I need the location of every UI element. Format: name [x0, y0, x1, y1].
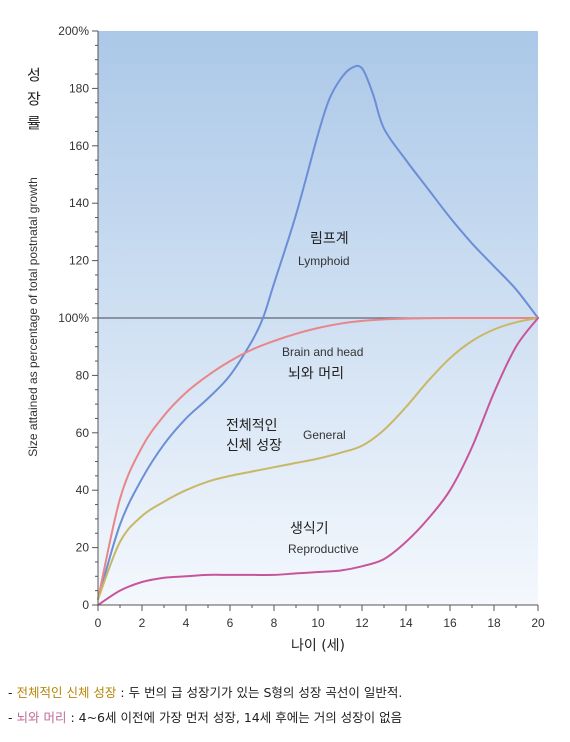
x-axis-label: 나이 (세)	[291, 638, 345, 654]
x-tick-label: 20	[531, 616, 545, 630]
x-tick-label: 18	[487, 616, 501, 630]
y-tick-label: 20	[76, 541, 90, 555]
y-axis-label-ko-3: 률	[27, 114, 41, 132]
x-tick-label: 12	[355, 616, 369, 630]
y-tick-label: 160	[69, 139, 89, 153]
y-tick-label: 120	[69, 254, 89, 268]
note-bullet: -	[8, 685, 17, 700]
note-highlight-general: 전체적인 신체 성장	[16, 685, 117, 700]
annotation-reproductive-ko: 생식기	[290, 521, 329, 537]
x-tick-label: 2	[139, 616, 146, 630]
series-line-lymphoid	[97, 64, 539, 601]
y-tick-label: 180	[69, 81, 89, 95]
note-highlight-brain: 뇌와 머리	[16, 710, 67, 725]
annotation-lymphoid-ko: 림프계	[310, 231, 349, 247]
x-tick-label: 8	[271, 616, 278, 630]
x-tick-label: 10	[311, 616, 325, 630]
y-tick-label: 80	[76, 368, 90, 382]
y-axis-label-ko-1: 성	[27, 66, 41, 84]
annotation-lymphoid-en: Lymphoid	[298, 254, 350, 268]
annotation-general-ko: 전체적인 신체 성장	[226, 418, 282, 454]
growth-chart: 0 20 40 60 80 100% 120 140 160 180 200% 0 2 4 6 8 10 12 14…	[26, 24, 545, 654]
y-axis-label-en: Size attained as percentage of total pos…	[26, 177, 40, 457]
x-tick-label: 16	[443, 616, 457, 630]
x-tick-label: 6	[227, 616, 234, 630]
note-text: : 4~6세 이전에 가장 먼저 성장, 14세 후에는 거의 성장이 없음	[66, 710, 403, 725]
y-tick-label: 60	[76, 426, 90, 440]
annotation-reproductive-en: Reproductive	[288, 542, 359, 556]
y-tick-label: 0	[82, 598, 89, 612]
note-brain: - 뇌와 머리 : 4~6세 이전에 가장 먼저 성장, 14세 후에는 거의 …	[8, 705, 564, 730]
annotation-general-en: General	[303, 428, 346, 442]
x-tick-label: 14	[399, 616, 413, 630]
x-tick-label: 4	[183, 616, 190, 630]
annotation-brain-ko: 뇌와 머리	[288, 366, 344, 382]
y-tick-label: 100%	[58, 311, 89, 325]
annotation-brain-en: Brain and head	[282, 345, 363, 359]
y-tick-label: 200%	[58, 24, 89, 38]
series-line-reproductive	[97, 317, 539, 606]
x-tick-label: 0	[95, 616, 102, 630]
y-axis-label-ko-2: 장	[27, 90, 41, 108]
y-tick-label: 40	[76, 483, 90, 497]
notes: - 전체적인 신체 성장 : 두 번의 급 성장기가 있는 S형의 성장 곡선이…	[8, 680, 564, 730]
series-line-brain-and-head	[97, 316, 539, 601]
note-text: : 두 번의 급 성장기가 있는 S형의 성장 곡선이 일반적.	[116, 685, 403, 700]
y-tick-label: 140	[69, 196, 89, 210]
note-bullet: -	[8, 710, 17, 725]
note-general: - 전체적인 신체 성장 : 두 번의 급 성장기가 있는 S형의 성장 곡선이…	[8, 680, 564, 705]
series-line-general	[97, 317, 539, 601]
